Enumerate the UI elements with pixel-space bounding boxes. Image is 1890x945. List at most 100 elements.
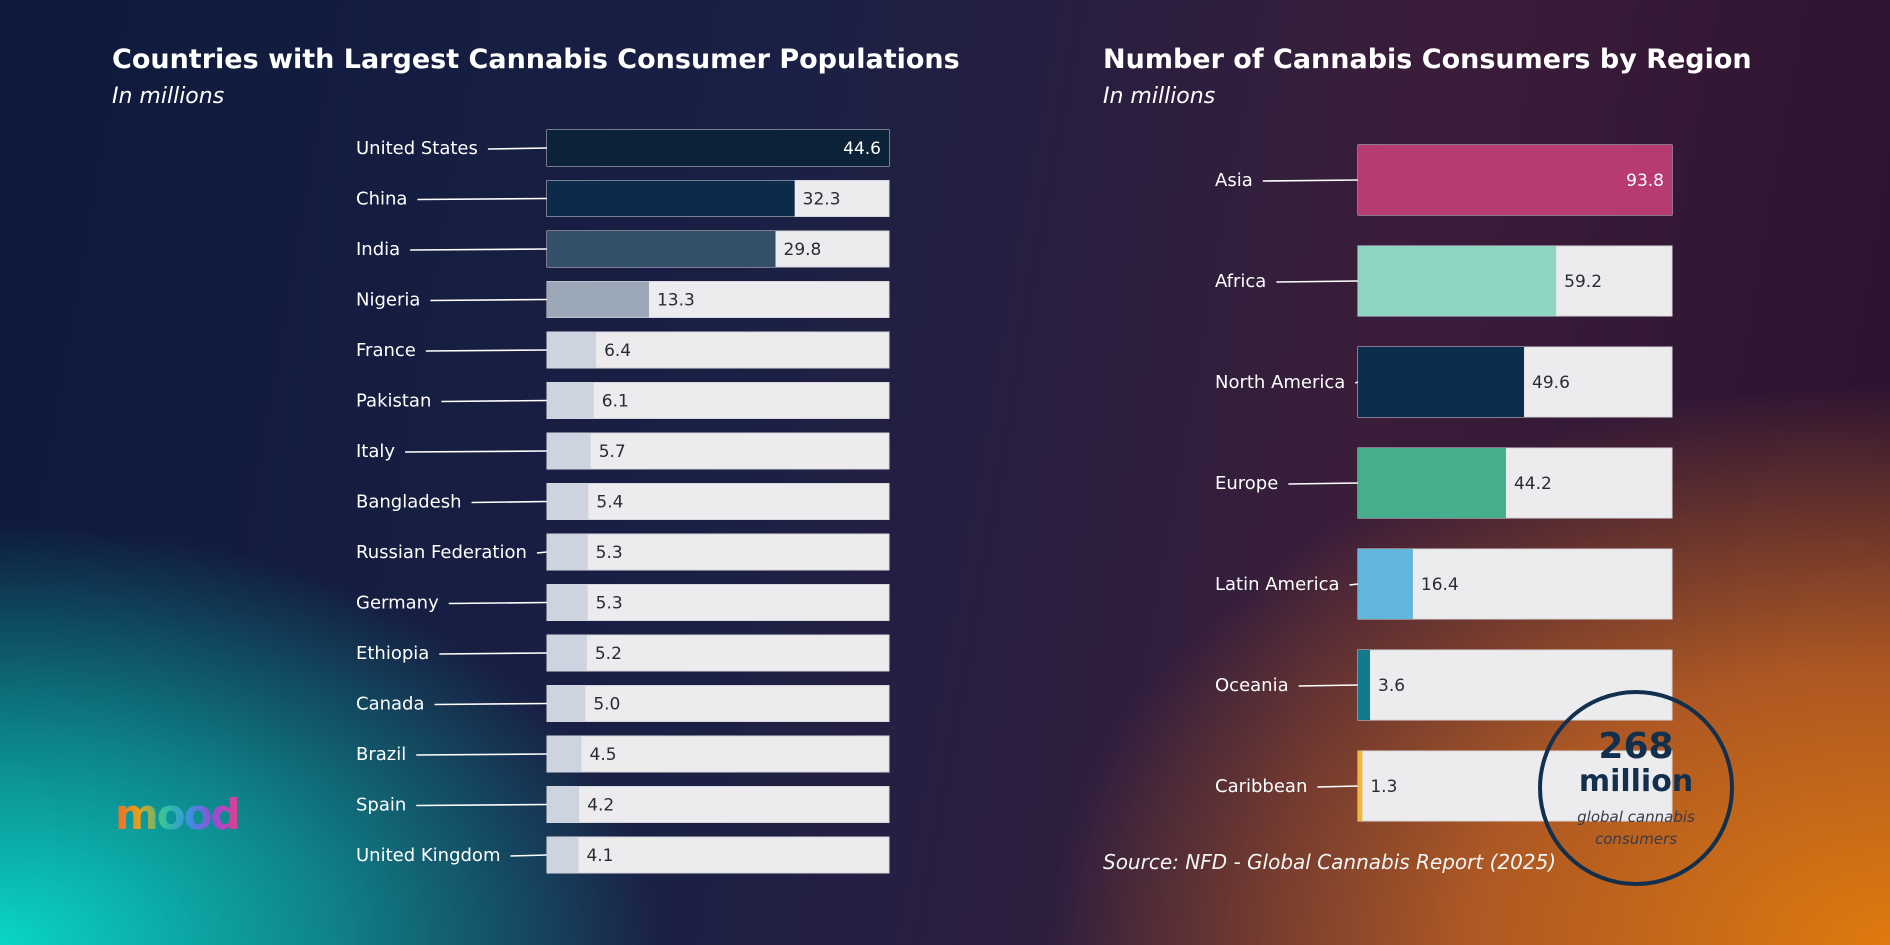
- connector-line: [471, 500, 548, 504]
- data-label: 4.2: [587, 796, 614, 816]
- bar: [547, 433, 591, 469]
- bar-track: [546, 735, 890, 773]
- bar: [547, 736, 582, 772]
- total-consumers-badge: 268 million global cannabis consumers: [1538, 690, 1734, 886]
- chart-title-regions: Number of Cannabis Consumers by Region: [1103, 44, 1752, 75]
- data-label: 29.8: [784, 240, 822, 260]
- bar: [547, 332, 597, 368]
- data-label: 6.1: [602, 392, 629, 412]
- badge-description: global cannabis consumers: [1542, 806, 1730, 850]
- connector-line: [1276, 280, 1359, 283]
- category-label: Pakistan: [356, 391, 431, 412]
- countries-bar-chart: United States 44.6 China 32.3 India 29.8 Niger…: [356, 129, 890, 874]
- category-label: United Kingdom: [356, 845, 500, 866]
- data-label: 59.2: [1564, 272, 1602, 292]
- connector-line: [1317, 785, 1359, 788]
- category-label: Bangladesh: [356, 492, 462, 513]
- data-label: 5.4: [596, 493, 623, 513]
- bar: [1358, 650, 1371, 720]
- badge-description-line1: global cannabis: [1577, 808, 1695, 826]
- connector-line: [425, 349, 548, 352]
- bar: [547, 130, 889, 166]
- data-label: 5.3: [596, 543, 623, 563]
- bar: [547, 635, 587, 671]
- data-label: 4.1: [586, 846, 613, 866]
- connector-line: [416, 753, 548, 756]
- data-label: 5.0: [593, 695, 620, 715]
- data-label: 44.2: [1514, 474, 1552, 494]
- category-label: Oceania: [1215, 675, 1289, 696]
- bar: [547, 685, 586, 722]
- chart-subtitle-regions: In millions: [1103, 84, 1216, 109]
- bar: [1358, 347, 1525, 417]
- connector-line: [405, 450, 548, 453]
- category-label: Russian Federation: [356, 542, 527, 563]
- bar-track: [546, 331, 890, 369]
- bar: [1358, 448, 1506, 518]
- bar: [547, 483, 589, 520]
- data-label: 5.3: [596, 594, 623, 614]
- data-label: 32.3: [803, 190, 841, 210]
- bar: [1358, 246, 1557, 316]
- connector-line: [1288, 482, 1359, 485]
- connector-line: [439, 652, 548, 655]
- category-label: China: [356, 189, 407, 210]
- bar-track: [546, 836, 890, 874]
- data-label: 4.5: [590, 745, 617, 765]
- data-label: 3.6: [1378, 676, 1405, 696]
- bar: [547, 180, 795, 217]
- bar: [547, 837, 579, 873]
- category-label: Ethiopia: [356, 643, 429, 664]
- category-label: Canada: [356, 694, 425, 715]
- category-label: Brazil: [356, 744, 406, 765]
- category-label: Germany: [356, 593, 439, 614]
- connector-line: [416, 803, 548, 807]
- bar: [1358, 751, 1363, 821]
- connector-line: [417, 197, 548, 201]
- category-label: Italy: [356, 441, 395, 462]
- connector-line: [441, 399, 548, 403]
- connector-line: [487, 147, 548, 150]
- category-label: Africa: [1215, 271, 1266, 292]
- category-label: India: [356, 239, 400, 260]
- chart-title-countries: Countries with Largest Cannabis Consumer…: [112, 44, 960, 75]
- chart-subtitle-countries: In millions: [112, 84, 225, 109]
- regions-bar-chart: Asia 93.8 Africa 59.2 North America 49.6 Europ…: [1215, 144, 1673, 822]
- connector-line: [1298, 684, 1359, 687]
- category-label: Spain: [356, 795, 406, 816]
- bar: [547, 382, 594, 419]
- data-label: 5.2: [595, 644, 622, 664]
- connector-line: [536, 551, 548, 554]
- data-label: 1.3: [1370, 777, 1397, 797]
- connector-line: [410, 248, 548, 251]
- category-label: North America: [1215, 372, 1345, 393]
- category-label: Caribbean: [1215, 776, 1307, 797]
- bar: [547, 534, 588, 570]
- bar: [547, 584, 588, 621]
- bar: [547, 786, 580, 823]
- bar: [1358, 549, 1413, 619]
- data-label: 13.3: [657, 291, 695, 311]
- data-label: 16.4: [1421, 575, 1459, 595]
- bar: [1358, 145, 1672, 215]
- connector-line: [1349, 583, 1359, 586]
- data-label: 6.4: [604, 341, 631, 361]
- badge-number: 268: [1598, 726, 1674, 767]
- connector-line: [434, 702, 548, 706]
- data-label: 44.6: [843, 139, 881, 159]
- bar-track: [546, 533, 890, 571]
- brand-logo: mood: [115, 790, 241, 839]
- bar-track: [546, 786, 890, 823]
- data-label: 5.7: [599, 442, 626, 462]
- bar: [547, 231, 776, 267]
- category-label: Nigeria: [356, 290, 420, 311]
- category-label: Latin America: [1215, 574, 1340, 595]
- bar: [547, 281, 649, 318]
- source-note: Source: NFD - Global Cannabis Report (20…: [1103, 850, 1557, 874]
- category-label: France: [356, 340, 416, 361]
- connector-line: [430, 298, 548, 302]
- category-label: United States: [356, 138, 478, 159]
- badge-unit: million: [1578, 764, 1694, 799]
- connector-line: [1262, 179, 1359, 182]
- data-label: 49.6: [1532, 373, 1570, 393]
